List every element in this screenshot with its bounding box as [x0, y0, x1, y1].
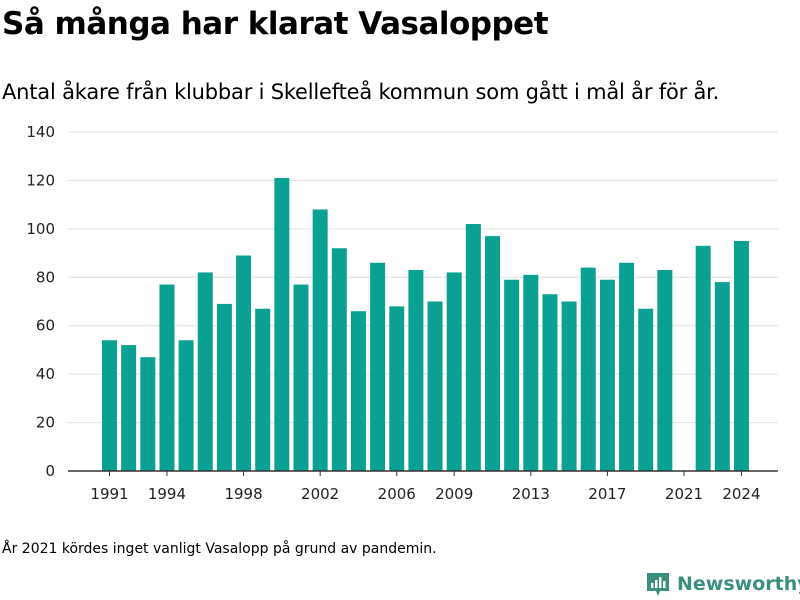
bar-2019[interactable]: [638, 308, 654, 471]
x-tick-label: 2006: [378, 485, 416, 503]
footnote: År 2021 kördes inget vanligt Vasalopp på…: [2, 541, 437, 557]
bar-1991[interactable]: [102, 340, 117, 471]
bar-2008[interactable]: [427, 301, 443, 472]
bar-1999[interactable]: [255, 308, 271, 471]
bar-2005[interactable]: [370, 262, 386, 471]
y-tick-label: 40: [36, 365, 55, 383]
bar-2018[interactable]: [619, 262, 635, 471]
bar-1997[interactable]: [216, 303, 232, 471]
x-axis-ticks: 1991 1994 1998 2002 2006 2009 2013 2017 2021 2024: [90, 471, 761, 503]
bar-2023[interactable]: [714, 282, 730, 471]
bar-2009[interactable]: [446, 272, 462, 471]
bar-2022[interactable]: [695, 245, 711, 471]
x-tick-label: 2017: [588, 485, 626, 503]
y-tick-label: 0: [45, 462, 55, 480]
x-tick-label: 2013: [512, 485, 550, 503]
y-axis-ticks: 0 20 40 60 80 100 120 140: [26, 123, 55, 480]
bar-2006[interactable]: [389, 306, 405, 471]
bar-2014[interactable]: [542, 294, 558, 471]
bar-2002[interactable]: [312, 209, 328, 472]
y-tick-label: 20: [36, 414, 55, 432]
bar-1995[interactable]: [178, 340, 194, 471]
bar-2000[interactable]: [274, 178, 290, 471]
bar-2013[interactable]: [523, 274, 539, 471]
bar-1994[interactable]: [159, 284, 175, 471]
bar-2003[interactable]: [331, 248, 347, 471]
bar-1992[interactable]: [121, 345, 137, 471]
bar-2007[interactable]: [408, 270, 424, 471]
y-tick-label: 100: [26, 220, 55, 238]
x-tick-label: 2024: [722, 485, 760, 503]
bar-2017[interactable]: [599, 279, 615, 471]
chart-subtitle: Antal åkare från klubbar i Skellefteå ko…: [2, 80, 720, 104]
newsworthy-logo-icon: [647, 573, 669, 596]
x-tick-label: 1998: [224, 485, 262, 503]
x-tick-label: 2021: [665, 485, 703, 503]
bar-2012[interactable]: [504, 279, 520, 471]
bar-2004[interactable]: [350, 311, 366, 471]
brand-name: Newsworthy: [677, 573, 800, 595]
x-tick-label: 2002: [301, 485, 339, 503]
x-tick-label: 1991: [90, 485, 128, 503]
x-tick-label: 1994: [148, 485, 186, 503]
bar-1998[interactable]: [236, 255, 252, 471]
bar-2001[interactable]: [293, 284, 309, 471]
bar-2011[interactable]: [485, 236, 500, 471]
bar-2020[interactable]: [657, 270, 673, 471]
bar-1996[interactable]: [197, 272, 213, 471]
brand[interactable]: Newsworthy: [645, 570, 800, 598]
y-tick-label: 140: [26, 123, 55, 141]
bars: [102, 178, 749, 472]
y-tick-label: 120: [26, 171, 55, 189]
bar-2024[interactable]: [733, 240, 749, 471]
y-tick-label: 80: [36, 268, 55, 286]
bar-2016[interactable]: [580, 267, 596, 471]
x-tick-label: 2009: [435, 485, 473, 503]
bar-2015[interactable]: [561, 301, 577, 472]
bar-1993[interactable]: [140, 357, 156, 471]
chart-title: Så många har klarat Vasaloppet: [2, 6, 549, 42]
bar-2010[interactable]: [465, 224, 481, 471]
y-tick-label: 60: [36, 317, 55, 335]
